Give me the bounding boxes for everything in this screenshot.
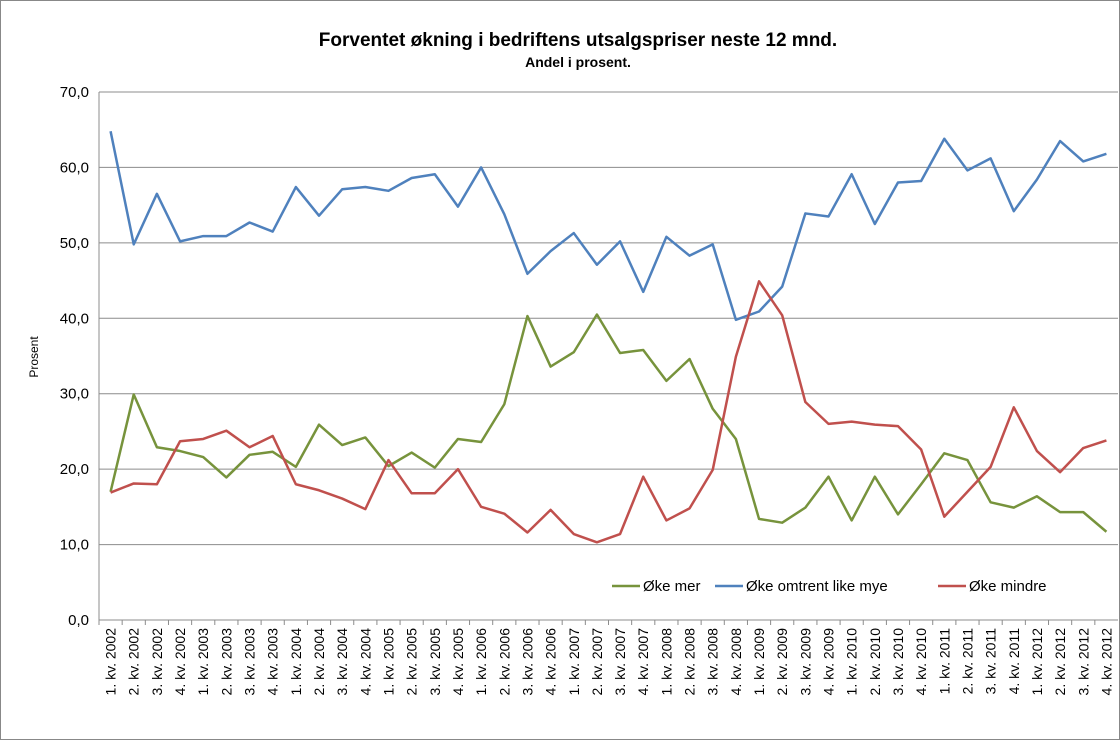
x-tick-label: 2. kv. 2008 xyxy=(682,628,698,696)
x-tick-label: 3. kv. 2011 xyxy=(983,628,999,695)
x-tick-label: 4. kv. 2004 xyxy=(357,628,373,696)
x-tick-label: 2. kv. 2012 xyxy=(1052,628,1068,696)
y-tick-label: 10,0 xyxy=(60,537,89,554)
y-axis-label: Prosent xyxy=(27,336,41,378)
y-tick-label: 30,0 xyxy=(60,386,89,403)
legend-label: Øke mer xyxy=(643,578,701,595)
y-tick-label: 40,0 xyxy=(60,310,89,327)
x-tick-label: 2. kv. 2004 xyxy=(311,628,327,696)
y-tick-label: 70,0 xyxy=(60,84,89,101)
x-tick-label: 1. kv. 2012 xyxy=(1029,628,1045,696)
x-tick-label: 2. kv. 2002 xyxy=(126,628,142,696)
x-tick-label: 3. kv. 2012 xyxy=(1075,628,1091,696)
x-tick-label: 3. kv. 2009 xyxy=(797,628,813,696)
legend-label: Øke omtrent like mye xyxy=(746,578,888,595)
legend-label: Øke mindre xyxy=(969,578,1047,595)
x-tick-label: 1. kv. 2011 xyxy=(936,628,952,695)
chart-title: Forventet økning i bedriftens utsalgspri… xyxy=(319,30,837,51)
x-tick-label: 3. kv. 2010 xyxy=(890,628,906,696)
x-tick-label: 4. kv. 2006 xyxy=(543,628,559,696)
x-tick-label: 4. kv. 2011 xyxy=(1006,628,1022,695)
x-tick-label: 3. kv. 2003 xyxy=(242,628,258,696)
x-tick-label: 3. kv. 2006 xyxy=(519,628,535,696)
x-tick-label: 2. kv. 2009 xyxy=(774,628,790,696)
x-tick-label: 2. kv. 2006 xyxy=(496,628,512,696)
series-line xyxy=(109,130,1107,322)
x-tick-label: 4. kv. 2010 xyxy=(913,628,929,696)
y-tick-label: 20,0 xyxy=(60,461,89,478)
x-tick-label: 1. kv. 2005 xyxy=(380,628,396,696)
y-tick-label: 50,0 xyxy=(60,235,89,252)
x-tick-label: 2. kv. 2005 xyxy=(404,628,420,696)
x-tick-label: 4. kv. 2008 xyxy=(728,628,744,696)
x-tick-label: 2. kv. 2011 xyxy=(959,628,975,695)
x-tick-label: 4. kv. 2009 xyxy=(821,628,837,696)
x-tick-label: 3. kv. 2005 xyxy=(427,628,443,696)
x-tick-label: 3. kv. 2002 xyxy=(149,628,165,696)
x-tick-label: 1. kv. 2009 xyxy=(751,628,767,696)
x-tick-label: 1. kv. 2003 xyxy=(195,628,211,696)
x-tick-label: 4. kv. 2002 xyxy=(172,628,188,696)
x-tick-label: 1. kv. 2010 xyxy=(844,628,860,696)
y-tick-label: 60,0 xyxy=(60,159,89,176)
x-tick-label: 4. kv. 2005 xyxy=(450,628,466,696)
x-tick-label: 2. kv. 2007 xyxy=(589,628,605,696)
x-tick-label: 3. kv. 2007 xyxy=(612,628,628,696)
x-tick-label: 3. kv. 2004 xyxy=(334,628,350,696)
x-tick-label: 4. kv. 2007 xyxy=(635,628,651,696)
series-line xyxy=(110,280,1107,544)
x-tick-label: 1. kv. 2004 xyxy=(288,628,304,696)
x-tick-label: 2. kv. 2010 xyxy=(867,628,883,696)
x-tick-label: 4. kv. 2003 xyxy=(265,628,281,696)
x-tick-label: 1. kv. 2008 xyxy=(658,628,674,696)
x-tick-label: 1. kv. 2002 xyxy=(103,628,119,696)
y-tick-label: 0,0 xyxy=(68,612,89,629)
x-tick-label: 1. kv. 2007 xyxy=(566,628,582,696)
x-tick-label: 2. kv. 2003 xyxy=(218,628,234,696)
chart-subtitle: Andel i prosent. xyxy=(525,54,631,70)
x-tick-label: 4. kv. 2012 xyxy=(1098,628,1114,696)
series-line xyxy=(109,313,1108,533)
x-tick-label: 1. kv. 2006 xyxy=(473,628,489,696)
x-tick-label: 3. kv. 2008 xyxy=(705,628,721,696)
